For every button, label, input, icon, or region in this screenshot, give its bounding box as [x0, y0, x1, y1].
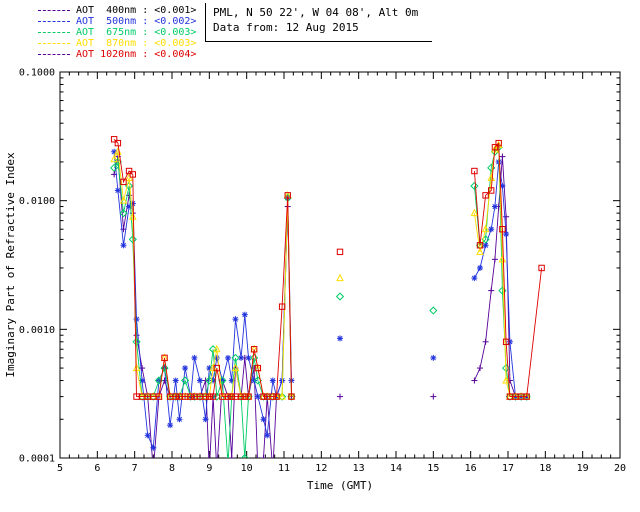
svg-text:15: 15	[427, 463, 439, 474]
svg-text:14: 14	[390, 463, 402, 474]
svg-text:17: 17	[502, 463, 514, 474]
svg-text:16: 16	[465, 463, 477, 474]
y-axis-title: Imaginary Part of Refractive Index	[4, 152, 17, 378]
legend-line-sample	[38, 54, 70, 55]
legend-label: AOT 870nm : <0.003>	[76, 38, 197, 49]
legend-line-sample	[38, 43, 70, 44]
svg-text:11: 11	[278, 463, 290, 474]
legend-item-5: AOT 1020nm : <0.004>	[38, 49, 196, 60]
axes: 5 6 7 8 9 10 11 12 13 14 15 16 17 18 19 20 0.1000 0.0100 0…	[19, 68, 626, 475]
series-870nm	[110, 140, 531, 400]
legend-item-4: AOT 870nm : <0.003>	[38, 38, 196, 49]
legend: AOT 400nm : <0.001> AOT 500nm : <0.002> AO…	[38, 5, 196, 60]
svg-text:18: 18	[539, 463, 551, 474]
svg-text:7: 7	[132, 463, 138, 474]
legend-line-sample	[38, 32, 70, 33]
svg-text:19: 19	[577, 463, 589, 474]
date-text: Data from: 12 Aug 2015	[213, 21, 359, 34]
svg-text:13: 13	[353, 463, 365, 474]
station-text: PML, N 50 22', W 04 08', Alt 0m	[213, 6, 419, 19]
legend-line-sample	[38, 21, 70, 22]
svg-text:0.0010: 0.0010	[19, 325, 55, 336]
legend-label: AOT 1020nm : <0.004>	[76, 49, 197, 60]
svg-text:10: 10	[241, 463, 253, 474]
legend-line-sample	[38, 10, 70, 11]
svg-text:6: 6	[94, 463, 100, 474]
x-axis-title: Time (GMT)	[307, 479, 373, 492]
series-400nm	[111, 153, 530, 458]
svg-text:12: 12	[315, 463, 327, 474]
legend-item-3: AOT 675nm : <0.003>	[38, 27, 196, 38]
legend-label: AOT 500nm : <0.002>	[76, 16, 197, 27]
series-layer	[110, 136, 545, 458]
svg-text:5: 5	[57, 463, 63, 474]
legend-label: AOT 400nm : <0.001>	[76, 5, 197, 16]
series-500nm	[111, 148, 530, 451]
legend-label: AOT 675nm : <0.003>	[76, 27, 197, 38]
svg-text:20: 20	[614, 463, 626, 474]
svg-text:9: 9	[206, 463, 212, 474]
series-675nm	[110, 143, 531, 458]
legend-item-1: AOT 400nm : <0.001>	[38, 5, 196, 16]
header-block: PML, N 50 22', W 04 08', Alt 0m Data fro…	[205, 3, 433, 42]
svg-text:8: 8	[169, 463, 175, 474]
legend-item-2: AOT 500nm : <0.002>	[38, 16, 196, 27]
svg-text:0.1000: 0.1000	[19, 68, 55, 79]
series-1020nm	[110, 136, 545, 400]
svg-text:0.0100: 0.0100	[19, 196, 55, 207]
svg-text:0.0001: 0.0001	[19, 454, 55, 465]
